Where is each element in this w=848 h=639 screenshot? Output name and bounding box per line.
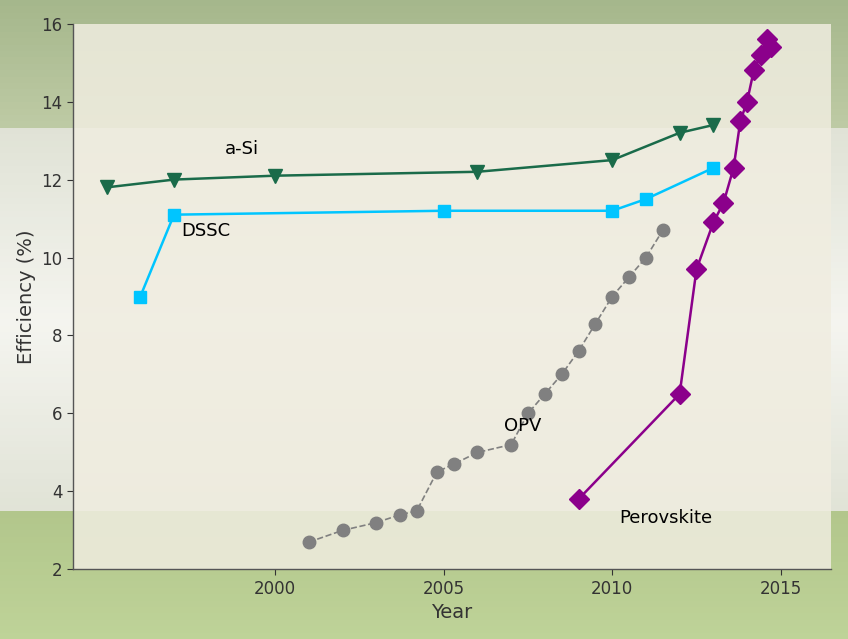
Text: DSSC: DSSC: [181, 222, 230, 240]
Y-axis label: Efficiency (%): Efficiency (%): [17, 229, 36, 364]
X-axis label: Year: Year: [432, 603, 472, 622]
Text: OPV: OPV: [505, 417, 542, 435]
Text: Perovskite: Perovskite: [619, 509, 712, 527]
Text: a-Si: a-Si: [225, 140, 259, 158]
